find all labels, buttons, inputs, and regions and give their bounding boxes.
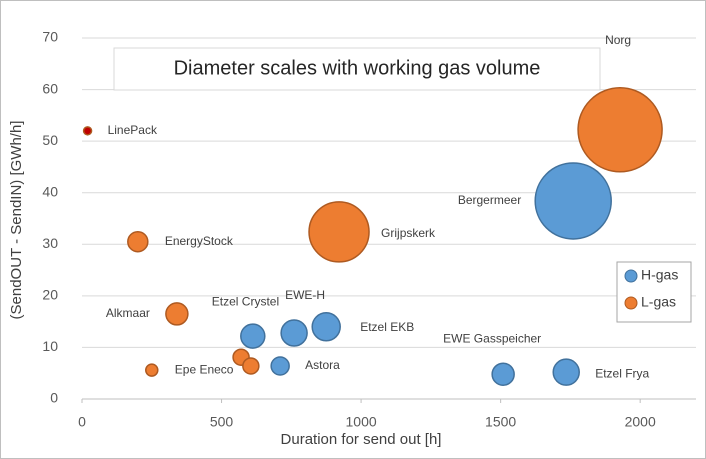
bubble bbox=[308, 201, 370, 263]
point-label: Etzel EKB bbox=[360, 320, 414, 334]
title-box bbox=[113, 47, 601, 91]
legend-marker bbox=[624, 296, 638, 310]
bubble bbox=[127, 230, 149, 253]
x-tick-label: 1500 bbox=[485, 414, 516, 430]
point-label: Etzel Crystel bbox=[212, 294, 279, 308]
bubble bbox=[280, 319, 308, 347]
bubble bbox=[491, 362, 515, 386]
x-tick-label: 1000 bbox=[346, 414, 377, 430]
point-label: Alkmaar bbox=[106, 306, 150, 320]
point-label: Bergermeer bbox=[458, 193, 521, 207]
y-tick-label: 30 bbox=[42, 235, 58, 251]
y-tick-label: 60 bbox=[42, 80, 58, 96]
legend-label: H-gas bbox=[641, 267, 678, 283]
marks: Etzel Crystel EWE-H Etzel EKB Astora Bergerm… bbox=[82, 33, 663, 386]
point-label: Astora bbox=[305, 358, 340, 372]
bubble bbox=[242, 357, 260, 375]
bubble bbox=[82, 126, 93, 136]
legend-marker bbox=[624, 269, 638, 283]
point-label: EnergyStock bbox=[165, 234, 234, 248]
y-tick-label: 10 bbox=[42, 338, 58, 354]
point-label: EWE-H bbox=[285, 288, 325, 302]
grid: 0 10 20 30 40 50 60 70 0 500 1000 1500 2000 bbox=[42, 29, 696, 430]
x-tick-label: 0 bbox=[78, 414, 86, 430]
point-label: Grijpskerk bbox=[381, 226, 436, 240]
bubble bbox=[240, 323, 266, 349]
bubble bbox=[534, 162, 612, 240]
y-tick-label: 40 bbox=[42, 183, 58, 199]
point-label: EWE Gasspeicher bbox=[443, 331, 541, 345]
x-tick-label: 2000 bbox=[625, 414, 656, 430]
y-tick-label: 70 bbox=[42, 29, 58, 45]
point-label: Etzel Frya bbox=[595, 366, 649, 380]
point-label: Epe Eneco bbox=[175, 362, 234, 376]
legend-label: L-gas bbox=[641, 294, 676, 310]
bubble bbox=[552, 358, 580, 386]
bubble bbox=[145, 363, 159, 377]
y-tick-label: 20 bbox=[42, 287, 58, 303]
point-label: LinePack bbox=[108, 123, 158, 137]
x-axis-label: Duration for send out [h] bbox=[281, 431, 442, 448]
y-tick-label: 50 bbox=[42, 132, 58, 148]
x-tick-label: 500 bbox=[210, 414, 234, 430]
bubble bbox=[311, 312, 341, 342]
legend: H-gas L-gas bbox=[624, 267, 678, 310]
chart-title: Diameter scales with working gas volume bbox=[174, 57, 541, 79]
point-label: Norg bbox=[605, 33, 631, 47]
y-tick-label: 0 bbox=[50, 390, 58, 406]
y-axis-label: (SendOUT - SendIN) [GWh/h] bbox=[8, 121, 25, 320]
bubble bbox=[165, 302, 189, 326]
bubble bbox=[577, 87, 663, 173]
bubble bbox=[270, 356, 290, 376]
